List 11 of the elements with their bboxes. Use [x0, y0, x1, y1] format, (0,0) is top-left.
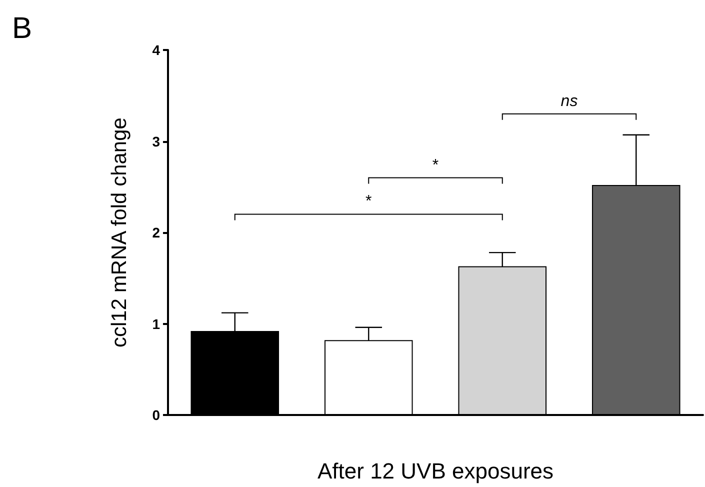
- y-tick-label: 4: [152, 42, 160, 58]
- x-axis-title: After 12 UVB exposures: [317, 458, 554, 484]
- y-tick-label: 3: [152, 133, 160, 150]
- y-axis-title: ccl12 mRNA fold change: [108, 118, 131, 348]
- y-tick-label: 2: [152, 224, 160, 240]
- annotation: *: [432, 156, 439, 175]
- y-tick-label: 1: [152, 316, 160, 332]
- y-tick-label: 0: [152, 407, 160, 423]
- annotation: ns: [560, 92, 578, 111]
- text: B: [12, 12, 32, 46]
- annotation: *: [366, 193, 372, 212]
